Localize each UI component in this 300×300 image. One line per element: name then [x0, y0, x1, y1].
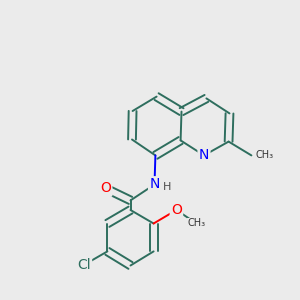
Text: CH₃: CH₃	[188, 218, 206, 229]
Text: N: N	[149, 178, 160, 191]
Text: O: O	[100, 182, 111, 195]
Text: N: N	[199, 148, 209, 162]
Text: H: H	[163, 182, 171, 192]
Text: Cl: Cl	[77, 258, 91, 272]
Text: CH₃: CH₃	[255, 150, 273, 161]
Text: O: O	[171, 203, 182, 217]
